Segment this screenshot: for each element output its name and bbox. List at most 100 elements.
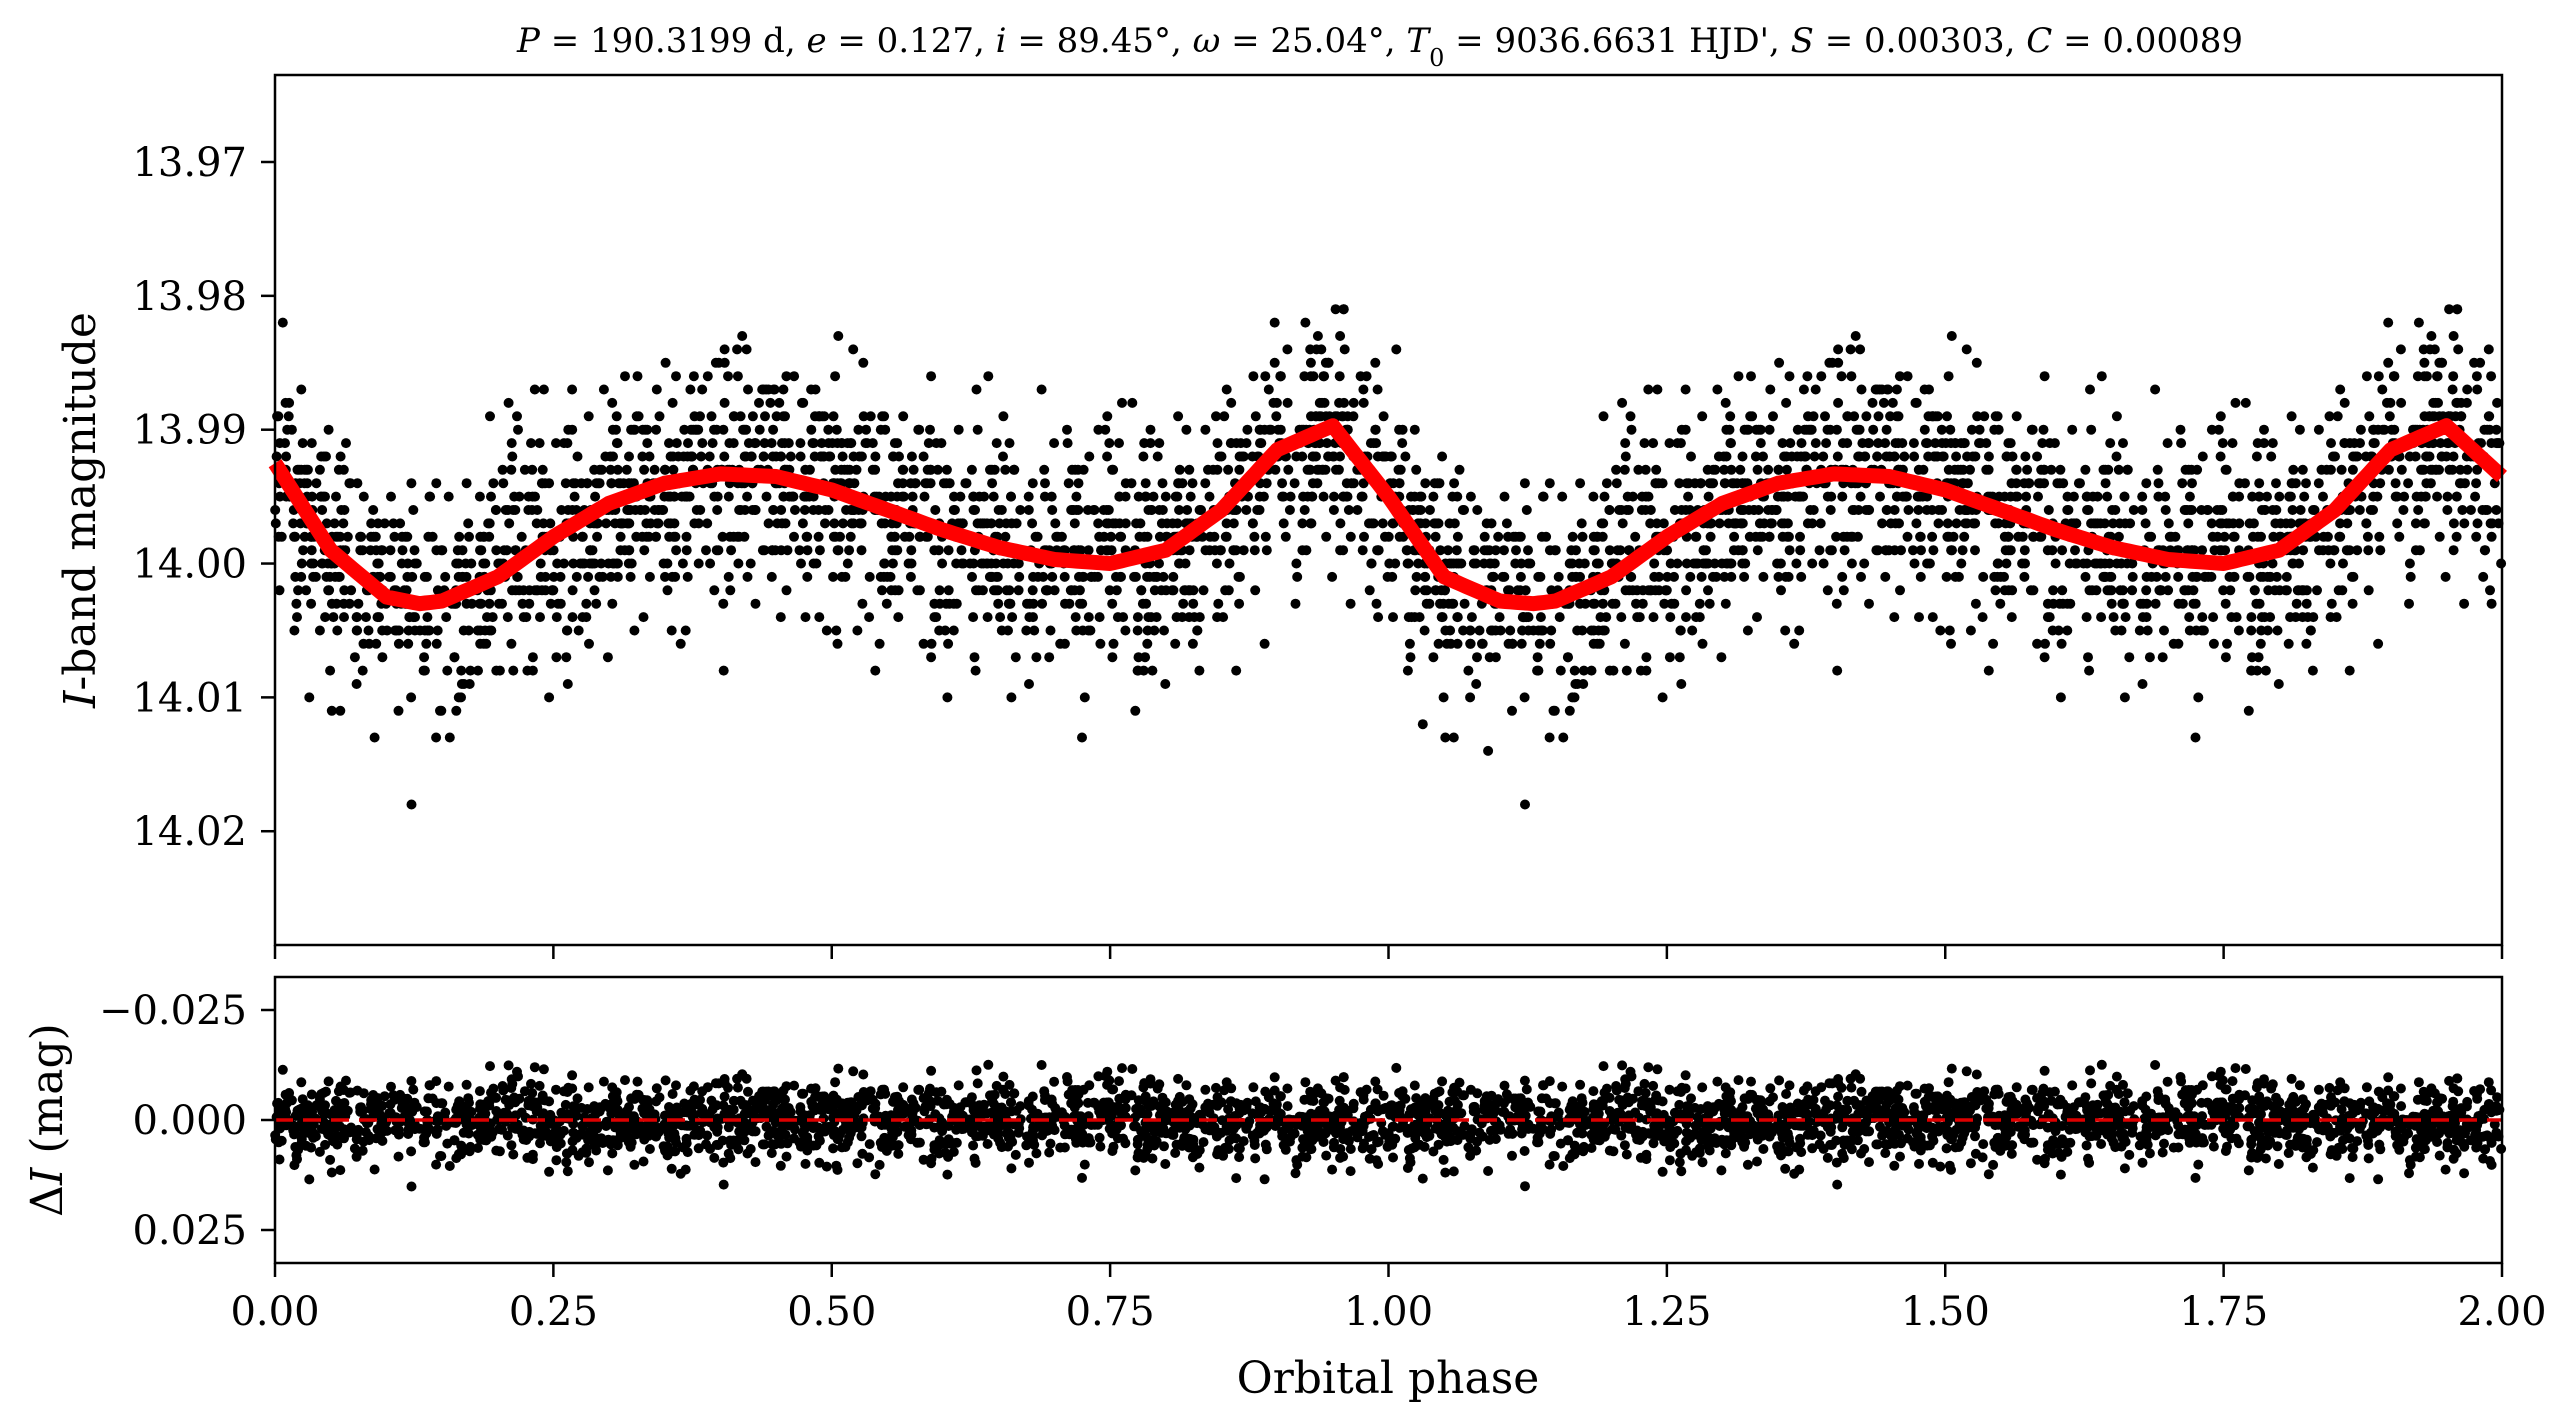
data-point xyxy=(1394,424,1405,435)
data-point xyxy=(2057,545,2068,556)
data-point xyxy=(424,625,435,636)
data-point xyxy=(1951,451,1962,462)
data-point xyxy=(2084,585,2095,596)
data-point xyxy=(2231,612,2242,623)
data-point xyxy=(1932,451,1943,462)
data-point xyxy=(1023,491,1034,502)
data-point xyxy=(306,598,317,609)
data-point xyxy=(1120,478,1131,489)
data-point xyxy=(1908,438,1919,449)
residual-point xyxy=(1345,1166,1356,1177)
data-point xyxy=(1318,491,1329,502)
data-point xyxy=(1414,491,1425,502)
data-point xyxy=(1269,317,1280,328)
data-point xyxy=(1261,545,1272,556)
data-point xyxy=(1749,505,1760,515)
data-point xyxy=(2055,692,2066,703)
data-point xyxy=(2462,464,2473,475)
data-point xyxy=(706,411,717,422)
data-point xyxy=(942,692,953,703)
data-point xyxy=(2333,585,2344,596)
data-point xyxy=(742,491,753,502)
data-point xyxy=(977,585,988,596)
data-point xyxy=(2405,571,2416,582)
data-point xyxy=(1859,558,1870,569)
data-point xyxy=(2383,317,2394,328)
data-point xyxy=(1264,424,1275,435)
data-point xyxy=(461,478,472,489)
data-point xyxy=(2227,491,2238,502)
data-point xyxy=(1979,411,1990,422)
data-point xyxy=(1260,531,1271,542)
data-point xyxy=(2154,585,2165,596)
data-point xyxy=(2220,652,2231,663)
data-point xyxy=(918,638,929,649)
data-point xyxy=(1284,505,1295,515)
data-point xyxy=(2186,464,2197,475)
data-point xyxy=(664,438,674,449)
residual-point xyxy=(797,1128,808,1139)
data-point xyxy=(2111,451,2122,462)
data-point xyxy=(1479,531,1490,542)
residual-point xyxy=(783,1103,794,1113)
data-point xyxy=(797,518,808,529)
data-point xyxy=(1024,598,1035,609)
residual-point xyxy=(484,1096,495,1107)
residual-point xyxy=(516,1107,527,1118)
data-point xyxy=(1572,625,1583,636)
data-point xyxy=(1001,585,1012,596)
residual-point xyxy=(666,1163,677,1174)
data-point xyxy=(1289,478,1300,489)
data-point xyxy=(2039,371,2050,382)
data-point xyxy=(1941,571,1952,582)
data-point xyxy=(846,438,857,449)
data-point xyxy=(1290,598,1301,609)
data-point xyxy=(1930,411,1941,422)
data-point xyxy=(2215,451,2226,462)
data-point xyxy=(1417,719,1428,730)
data-point xyxy=(1397,438,1408,449)
data-point xyxy=(1621,505,1632,515)
data-point xyxy=(870,464,881,475)
data-point xyxy=(987,478,998,489)
data-point xyxy=(949,491,959,502)
data-point xyxy=(2410,451,2421,462)
data-point xyxy=(2348,571,2359,582)
data-point xyxy=(1168,585,1179,596)
data-point xyxy=(464,531,474,542)
data-point xyxy=(1912,491,1923,502)
data-point xyxy=(1626,424,1637,435)
data-point xyxy=(1758,571,1769,582)
data-point xyxy=(1544,732,1555,743)
data-point xyxy=(2471,371,2482,382)
data-point xyxy=(732,344,743,355)
data-point xyxy=(725,585,736,596)
residual-point xyxy=(1308,1096,1319,1106)
data-point xyxy=(1059,571,1070,582)
data-point xyxy=(1887,397,1898,408)
data-point xyxy=(1704,598,1715,609)
data-point xyxy=(1162,518,1173,529)
data-point xyxy=(1249,545,1260,556)
data-point xyxy=(1845,344,1856,355)
data-point xyxy=(818,451,829,462)
data-point xyxy=(1575,478,1586,489)
data-point xyxy=(971,585,981,596)
data-point xyxy=(1597,598,1608,609)
data-point xyxy=(1935,625,1946,636)
data-point xyxy=(1095,638,1106,649)
data-point xyxy=(2127,585,2138,596)
data-point xyxy=(1867,397,1878,408)
data-point xyxy=(2451,531,2462,542)
data-point xyxy=(2048,585,2059,596)
data-point xyxy=(1047,571,1058,582)
data-point xyxy=(1657,478,1668,489)
data-point xyxy=(466,598,477,609)
data-point xyxy=(1810,384,1821,395)
data-point xyxy=(2273,679,2284,689)
data-point xyxy=(408,505,419,515)
data-point xyxy=(1837,571,1848,582)
data-point xyxy=(296,571,307,582)
data-point xyxy=(2478,571,2489,582)
data-point xyxy=(2218,585,2229,596)
